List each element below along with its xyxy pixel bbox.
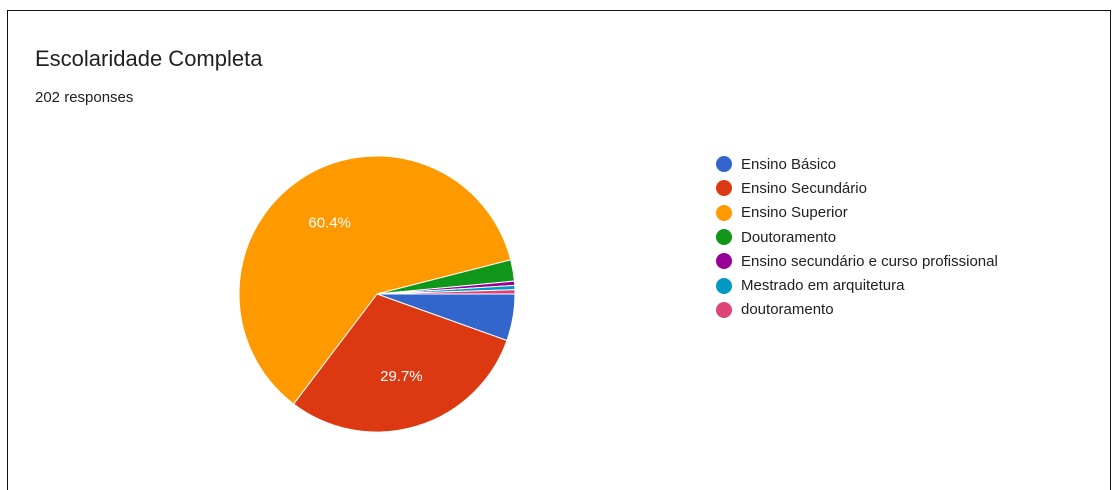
chart-legend: Ensino Básico Ensino Secundário Ensino Sup… (716, 152, 998, 322)
legend-swatch-icon (716, 180, 732, 197)
legend-swatch-icon (716, 204, 732, 221)
slice-percent-label: 60.4% (308, 215, 351, 232)
legend-item[interactable]: Ensino Superior (716, 201, 998, 225)
legend-swatch-icon (716, 277, 732, 294)
pie-slice-2[interactable] (292, 293, 508, 433)
chart-title: Escolaridade Completa (35, 46, 263, 71)
legend-label: Ensino Secundário (741, 179, 867, 197)
legend-label: Doutoramento (741, 228, 837, 246)
legend-swatch-icon (716, 229, 732, 246)
response-count: 202 responses (35, 89, 134, 106)
legend-item[interactable]: Mestrado em arquitetura (716, 273, 998, 297)
legend-label: Ensino Básico (741, 155, 837, 173)
pie-slice-7[interactable] (376, 289, 516, 295)
legend-item[interactable]: Ensino Secundário (716, 176, 998, 200)
legend-item[interactable]: Doutoramento (716, 225, 998, 249)
legend-label: Ensino secundário e curso profissional (741, 252, 998, 270)
chart-card (7, 10, 1111, 490)
legend-item[interactable]: Ensino secundário e curso profissional (716, 249, 998, 273)
pie-chart: 29.7% 60.4% (238, 155, 516, 433)
legend-label: Mestrado em arquitetura (741, 277, 905, 295)
legend-label: Ensino Superior (741, 204, 848, 222)
legend-swatch-icon (716, 253, 732, 270)
pie-slice-3[interactable] (238, 155, 512, 405)
legend-label: doutoramento (741, 301, 834, 319)
legend-swatch-icon (716, 156, 732, 173)
legend-item[interactable]: Ensino Básico (716, 152, 998, 176)
slice-percent-label: 29.7% (380, 368, 423, 385)
legend-swatch-icon (716, 301, 732, 318)
legend-item[interactable]: doutoramento (716, 298, 998, 322)
